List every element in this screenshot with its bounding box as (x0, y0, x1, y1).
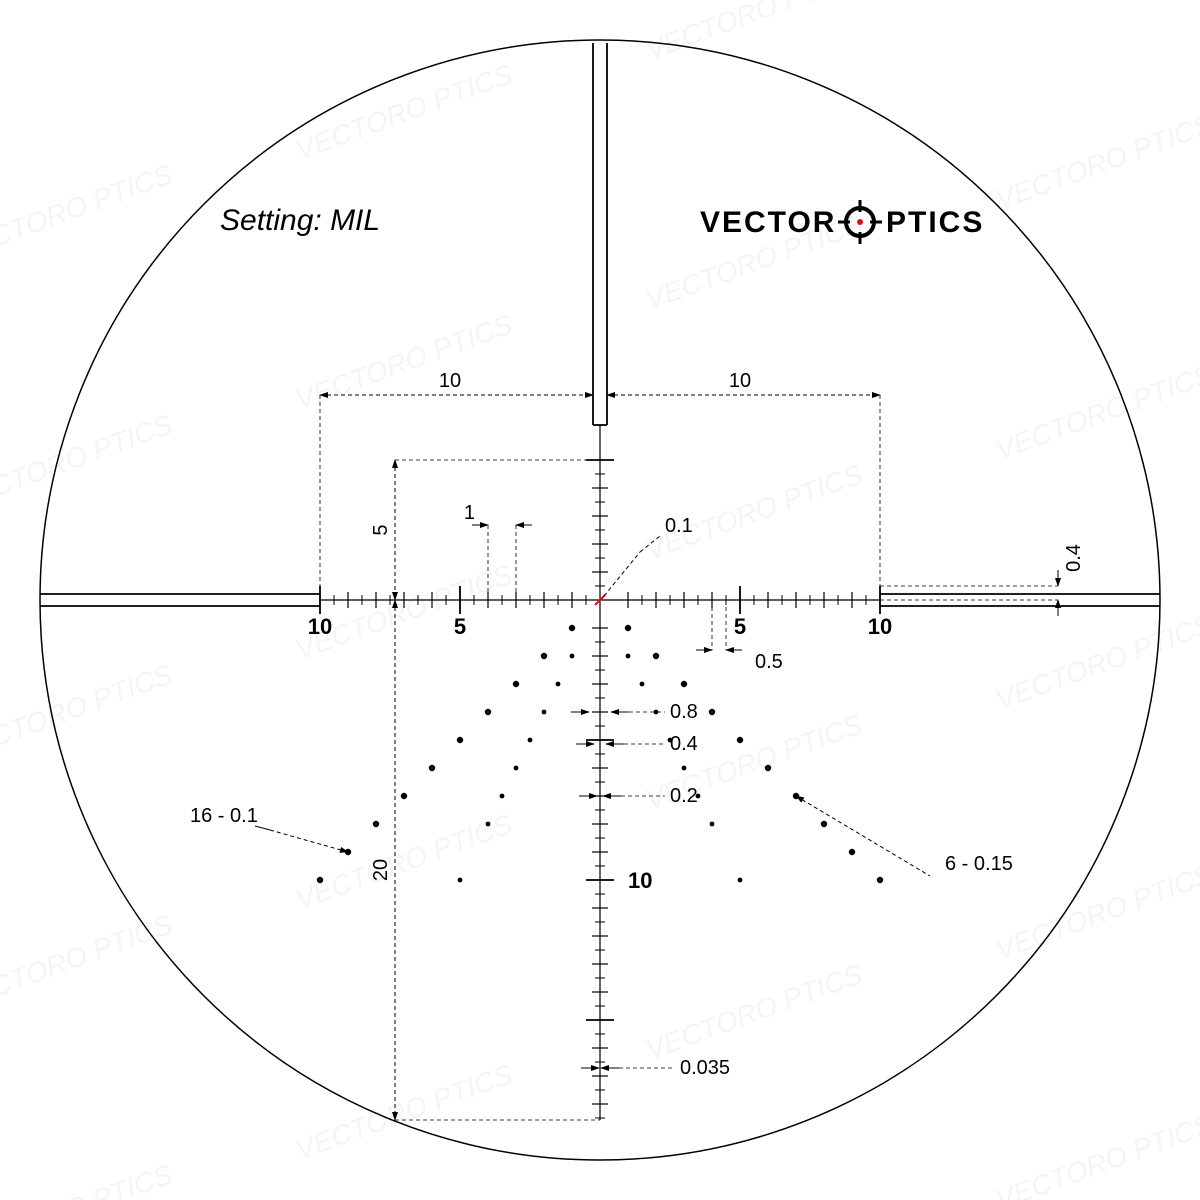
dim-label: 0.035 (680, 1057, 730, 1079)
svg-text:VECTORO PTICS: VECTORO PTICS (641, 458, 866, 565)
tree-dot (401, 793, 407, 799)
svg-text:VECTORO PTICS: VECTORO PTICS (0, 658, 177, 765)
dim-label: 0.5 (755, 651, 783, 673)
axis-label: 5 (734, 614, 746, 639)
tree-dot (556, 682, 561, 687)
svg-text:VECTORO PTICS: VECTORO PTICS (0, 908, 177, 1015)
dim-label: 10 (729, 370, 751, 392)
dim-label: 0.2 (670, 785, 698, 807)
setting-label: Setting: MIL (220, 204, 380, 237)
tree-dot (429, 765, 435, 771)
tree-dot (513, 681, 519, 687)
svg-text:VECTORO PTICS: VECTORO PTICS (641, 958, 866, 1065)
tree-dot (849, 849, 855, 855)
axis-label: 5 (454, 614, 466, 639)
dim-label: 1 (464, 502, 475, 524)
svg-text:VECTORO PTICS: VECTORO PTICS (991, 858, 1200, 965)
tree-dot (877, 877, 883, 883)
dim-label: 20 (370, 859, 392, 881)
svg-text:VECTORO PTICS: VECTORO PTICS (0, 1158, 177, 1200)
tree-dot (457, 737, 463, 743)
svg-text:VECTORO PTICS: VECTORO PTICS (991, 358, 1200, 465)
svg-text:VECTORO PTICS: VECTORO PTICS (291, 558, 516, 665)
svg-text:VECTORO PTICS: VECTORO PTICS (991, 108, 1200, 215)
tree-dot (681, 681, 687, 687)
dim-label: 0.4 (1063, 544, 1085, 572)
tree-dot (373, 821, 379, 827)
dim-label: 0.4 (670, 733, 698, 755)
svg-text:VECTORO PTICS: VECTORO PTICS (291, 1058, 516, 1165)
tree-dot (738, 878, 743, 883)
dim-label: 0.8 (670, 701, 698, 723)
svg-text:VECTORO PTICS: VECTORO PTICS (991, 1108, 1200, 1200)
tree-dot (569, 625, 575, 631)
tree-dot (626, 654, 631, 659)
tree-dot (765, 765, 771, 771)
tree-dot (486, 822, 491, 827)
tree-dot (542, 710, 547, 715)
tree-dot (500, 794, 505, 799)
svg-text:VECTORO PTICS: VECTORO PTICS (0, 0, 177, 16)
dim-label: 6 - 0.15 (945, 853, 1013, 875)
dim-label: 10 (439, 370, 461, 392)
axis-label: 10 (868, 614, 892, 639)
axis-label: 10 (628, 868, 652, 893)
tree-dot (653, 653, 659, 659)
svg-text:VECTORO PTICS: VECTORO PTICS (0, 158, 177, 265)
svg-text:VECTOR: VECTOR (700, 206, 836, 239)
tree-dot (514, 766, 519, 771)
svg-text:VECTORO PTICS: VECTORO PTICS (0, 408, 177, 515)
dim-label: 0.1 (665, 515, 693, 537)
tree-dot (737, 737, 743, 743)
svg-text:VECTORO PTICS: VECTORO PTICS (991, 608, 1200, 715)
tree-dot (821, 821, 827, 827)
tree-dot (682, 766, 687, 771)
dim-label: 5 (370, 524, 392, 535)
axis-label: 10 (308, 614, 332, 639)
tree-dot (710, 822, 715, 827)
svg-text:VECTORO PTICS: VECTORO PTICS (291, 808, 516, 915)
dim-label: 16 - 0.1 (190, 805, 258, 827)
tree-dot (570, 654, 575, 659)
svg-text:VECTORO PTICS: VECTORO PTICS (291, 308, 516, 415)
tree-dot (625, 625, 631, 631)
tree-dot (640, 682, 645, 687)
tree-dot (317, 877, 323, 883)
tree-dot (528, 738, 533, 743)
tree-dot (541, 653, 547, 659)
svg-text:PTICS: PTICS (886, 206, 984, 239)
tree-dot (458, 878, 463, 883)
svg-text:VECTORO PTICS: VECTORO PTICS (641, 0, 866, 66)
tree-dot (485, 709, 491, 715)
tree-dot (709, 709, 715, 715)
